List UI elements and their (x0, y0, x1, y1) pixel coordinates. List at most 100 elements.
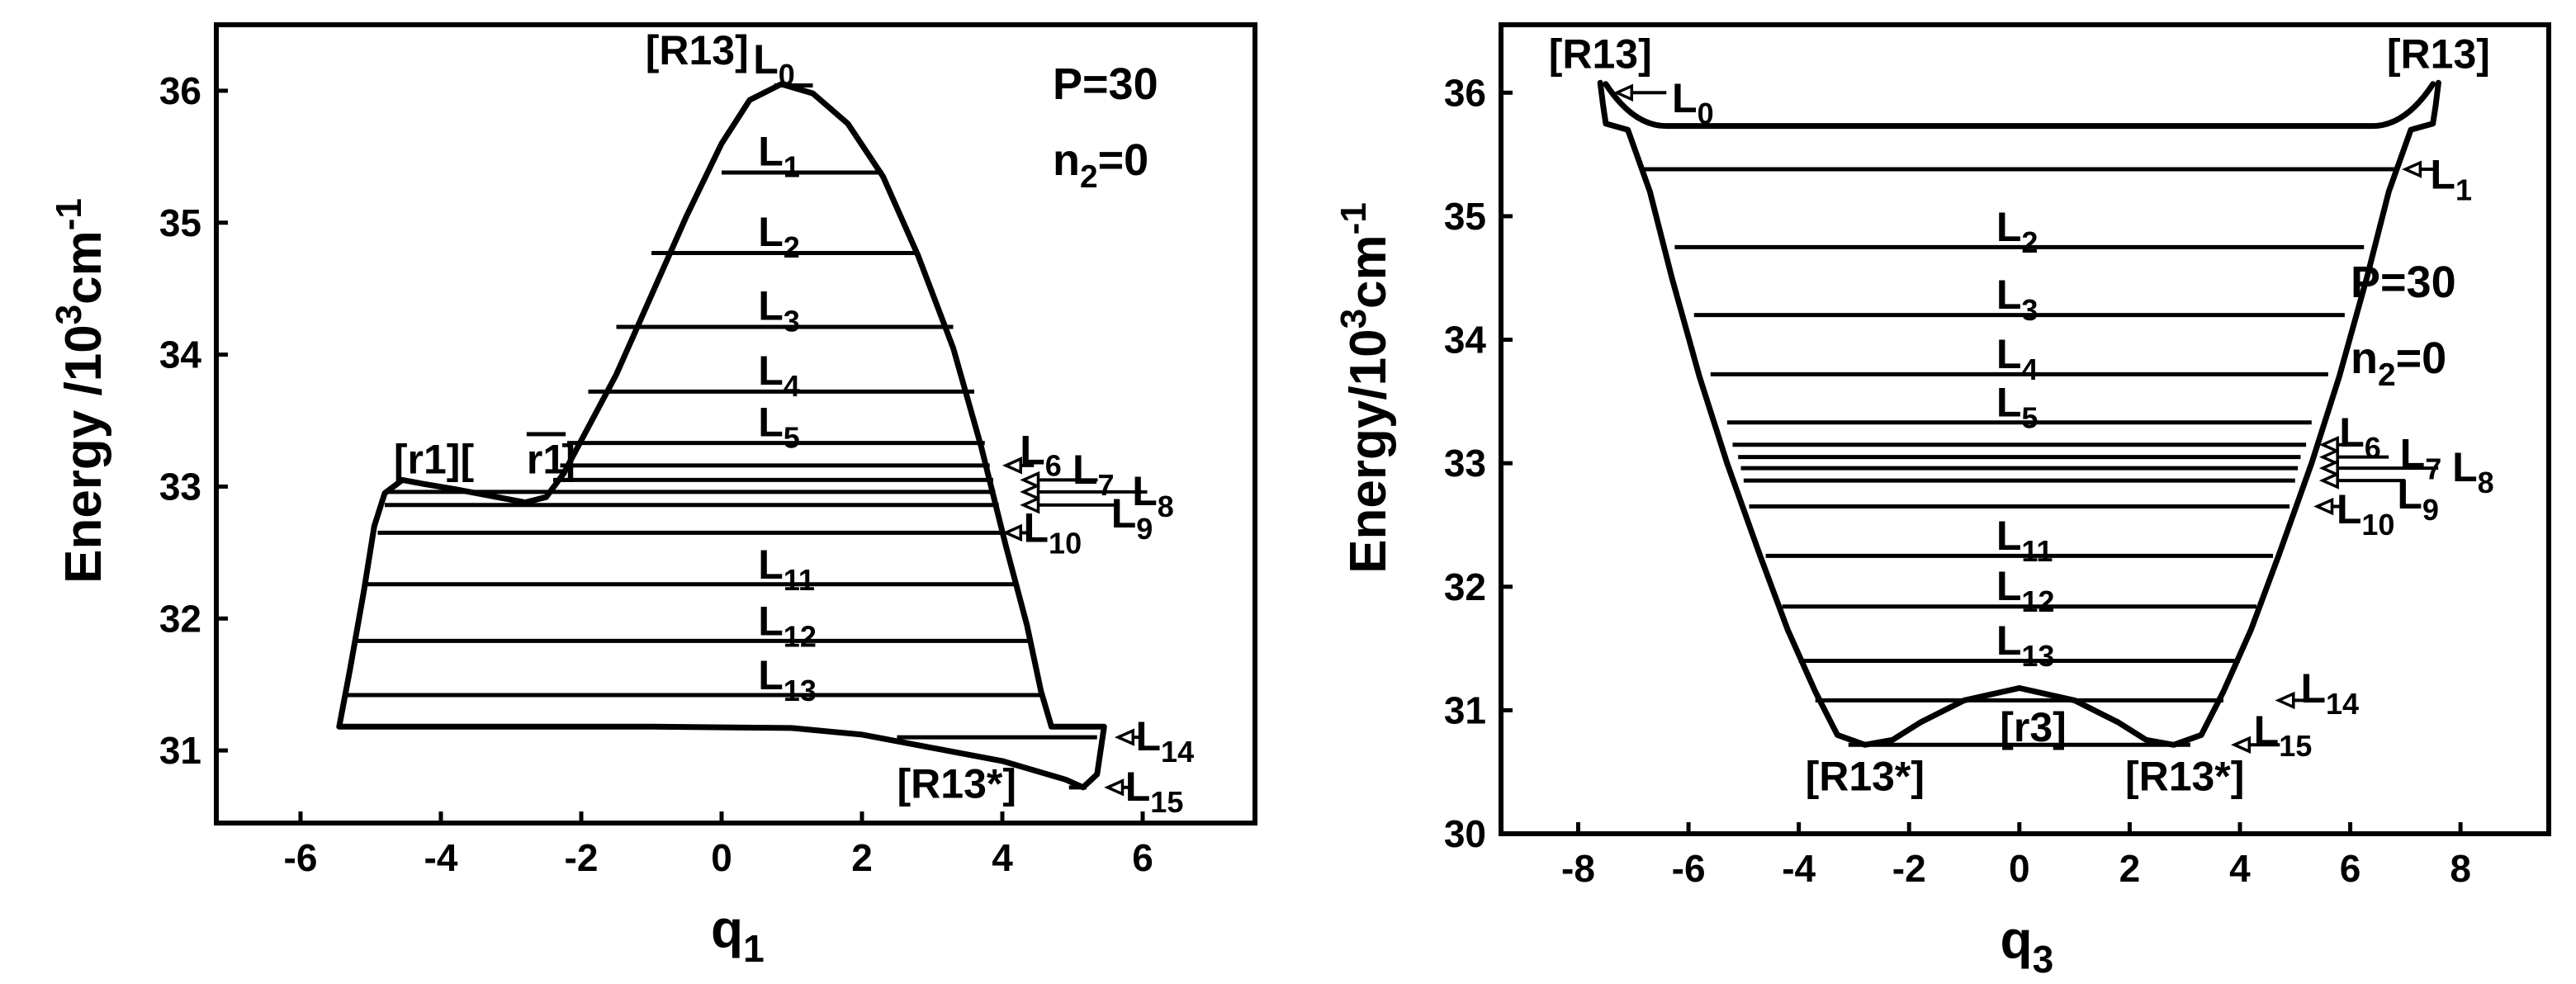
level-label-L4: L4 (1996, 331, 2039, 386)
x-tick-label: -6 (1672, 847, 1706, 890)
y-tick-label: 34 (1444, 319, 1487, 362)
arrow-L15 (1104, 778, 1133, 797)
level-label-L7: L7 (1073, 447, 1115, 502)
y-axis-label: Energy/103cm-1 (1333, 202, 1397, 574)
level-label-L3: L3 (758, 283, 800, 338)
level-label-L15: L15 (2254, 707, 2313, 763)
y-tick-label: 32 (159, 597, 201, 640)
arrow-L0 (1612, 83, 1667, 102)
y-axis-label: Energy /103cm-1 (49, 198, 112, 584)
x-tick-label: 0 (711, 836, 732, 879)
structure-label-R13-star: [R13*] (897, 761, 1016, 807)
x-axis-label: q1 (711, 899, 765, 970)
level-label-L2: L2 (758, 209, 800, 264)
x-tick-label: -6 (284, 836, 318, 879)
structure-label-R13-top-right: [R13] (2387, 31, 2490, 77)
y-tick-label: 34 (159, 334, 202, 376)
level-label-L14: L14 (1136, 713, 1195, 769)
arrow-L14 (2275, 691, 2316, 710)
level-label-L11: L11 (1996, 513, 2053, 568)
x-tick-label: 0 (2009, 847, 2030, 890)
level-label-L8: L8 (2452, 444, 2494, 499)
x-tick-label: 6 (2340, 847, 2361, 890)
arrow-L8 (2318, 459, 2439, 477)
y-tick-label: 32 (1444, 565, 1486, 608)
structure-label-R13-top-left: [R13] (1549, 31, 1652, 77)
x-tick-label: -4 (1782, 847, 1816, 890)
y-tick-label: 33 (159, 465, 201, 508)
level-label-L4: L4 (758, 348, 800, 403)
energy-level-L0 (1603, 81, 2436, 130)
param-pressure: P=30 (2351, 258, 2456, 307)
arrow-L1 (2402, 160, 2439, 178)
y-tick-label: 31 (159, 729, 201, 772)
level-label-L13: L13 (758, 652, 817, 707)
arrow-L9 (1020, 496, 1115, 514)
structure-label-R13-star-left: [R13*] (1806, 754, 1925, 800)
potential-curve (336, 81, 1107, 791)
y-tick-label: 33 (1444, 442, 1486, 485)
arrow-L15 (2230, 736, 2280, 754)
x-tick-label: -4 (424, 836, 458, 879)
level-label-L1: L1 (2430, 152, 2472, 207)
level-label-L8: L8 (1132, 468, 1174, 523)
plot-frame (214, 22, 1257, 826)
level-label-L0: L0 (753, 36, 795, 92)
arrow-L9 (2318, 471, 2406, 490)
structure-label-r1-bar: r1 (527, 436, 566, 482)
arrow-L14 (1114, 728, 1144, 746)
structure-label-r1-close: ] (561, 436, 575, 482)
chart-panel-right: -8 -6 -4 -2 0 2 4 6 8 30 31 32 33 34 35 36 q3 Energy/103c… (1333, 22, 2551, 981)
structure-label-r3: [r3] (2000, 704, 2067, 750)
y-tick-label: 36 (1444, 71, 1486, 114)
level-label-L0: L0 (1672, 75, 1714, 130)
arrow-L10 (1002, 523, 1031, 542)
param-pressure: P=30 (1053, 59, 1158, 109)
chart-panel-left: -6 -4 -2 0 2 4 6 31 32 33 34 35 36 q1 Energy /103cm-1 P… (49, 22, 1257, 970)
arrow-L7 (2318, 447, 2389, 466)
level-label-L9: L9 (2397, 471, 2439, 527)
level-label-L3: L3 (1996, 272, 2039, 327)
x-tick-label: 6 (1132, 836, 1153, 879)
level-label-L13: L13 (1996, 617, 2055, 673)
y-tick-label: 35 (1444, 195, 1486, 238)
arrow-L7 (1020, 471, 1098, 490)
level-label-L12: L12 (1996, 563, 2055, 618)
param-n2: n2=0 (2351, 334, 2446, 393)
arrow-L6 (1002, 457, 1035, 475)
y-tick-label: 36 (159, 69, 201, 112)
x-axis-label: q3 (2001, 910, 2054, 981)
level-label-L10: L10 (2337, 486, 2395, 542)
potential-curve (1597, 79, 2441, 748)
structure-label-r1: [r1][ (394, 436, 475, 482)
x-tick-label: 4 (992, 836, 1013, 879)
param-n2: n2=0 (1053, 135, 1148, 195)
x-tick-label: 8 (2450, 847, 2471, 890)
level-label-L5: L5 (758, 399, 800, 454)
level-label-L1: L1 (758, 129, 800, 184)
level-label-L9: L9 (1111, 490, 1153, 546)
y-tick-label: 30 (1444, 812, 1486, 855)
level-label-L11: L11 (758, 542, 815, 597)
y-tick-label: 35 (159, 201, 201, 244)
x-tick-label: 2 (851, 836, 873, 879)
x-tick-label: 4 (2229, 847, 2251, 890)
level-label-L2: L2 (1996, 204, 2039, 259)
level-label-L10: L10 (1024, 505, 1082, 561)
structure-label-R13-top: [R13] (646, 27, 749, 73)
level-label-L5: L5 (1996, 379, 2039, 434)
x-tick-label: -8 (1561, 847, 1595, 890)
arrow-L8 (1020, 483, 1148, 501)
level-label-L12: L12 (758, 598, 817, 654)
level-label-L14: L14 (2300, 665, 2359, 721)
plot-frame (1499, 22, 2551, 836)
structure-label-R13-star-right: [R13*] (2125, 754, 2244, 800)
level-label-L6: L6 (1020, 427, 1062, 482)
x-tick-label: 2 (2119, 847, 2141, 890)
y-tick-label: 31 (1444, 688, 1486, 731)
x-tick-label: -2 (565, 836, 599, 879)
x-tick-label: -2 (1892, 847, 1926, 890)
arrow-L6 (2318, 436, 2351, 454)
arrow-L10 (2313, 497, 2342, 516)
